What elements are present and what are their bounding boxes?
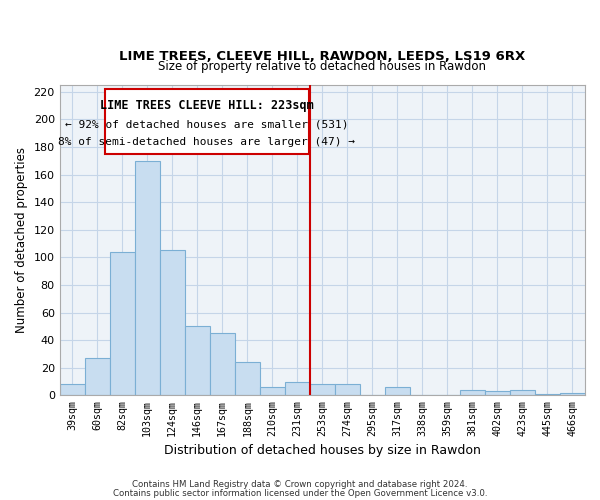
- Bar: [135, 161, 160, 396]
- Text: 8% of semi-detached houses are larger (47) →: 8% of semi-detached houses are larger (4…: [58, 136, 355, 146]
- Y-axis label: Number of detached properties: Number of detached properties: [15, 147, 28, 333]
- Bar: [535, 394, 560, 396]
- Title: LIME TREES, CLEEVE HILL, RAWDON, LEEDS, LS19 6RX: LIME TREES, CLEEVE HILL, RAWDON, LEEDS, …: [119, 50, 526, 63]
- Bar: [160, 250, 185, 396]
- Bar: [285, 382, 310, 396]
- X-axis label: Distribution of detached houses by size in Rawdon: Distribution of detached houses by size …: [164, 444, 481, 458]
- Bar: [260, 387, 285, 396]
- Bar: [560, 392, 585, 396]
- Bar: [110, 252, 135, 396]
- Bar: [59, 384, 85, 396]
- Text: LIME TREES CLEEVE HILL: 223sqm: LIME TREES CLEEVE HILL: 223sqm: [100, 99, 314, 112]
- Text: Contains HM Land Registry data © Crown copyright and database right 2024.: Contains HM Land Registry data © Crown c…: [132, 480, 468, 489]
- Text: Contains public sector information licensed under the Open Government Licence v3: Contains public sector information licen…: [113, 489, 487, 498]
- Bar: [460, 390, 485, 396]
- Bar: [510, 390, 535, 396]
- Text: ← 92% of detached houses are smaller (531): ← 92% of detached houses are smaller (53…: [65, 120, 349, 130]
- Text: Size of property relative to detached houses in Rawdon: Size of property relative to detached ho…: [158, 60, 487, 72]
- Bar: [385, 387, 410, 396]
- Bar: [485, 391, 510, 396]
- Bar: [310, 384, 335, 396]
- Bar: [210, 333, 235, 396]
- Bar: [185, 326, 210, 396]
- Bar: [235, 362, 260, 396]
- FancyBboxPatch shape: [104, 89, 308, 154]
- Bar: [335, 384, 360, 396]
- Bar: [85, 358, 110, 396]
